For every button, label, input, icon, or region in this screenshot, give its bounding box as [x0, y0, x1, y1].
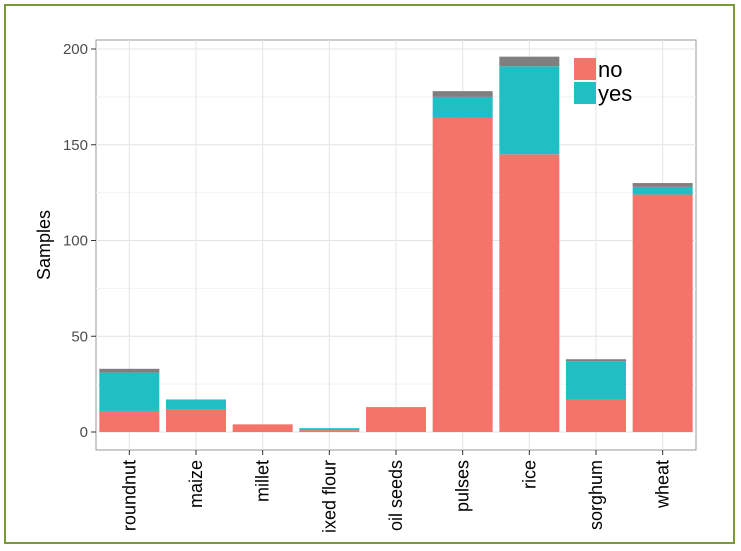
legend-key-no — [574, 58, 596, 80]
bar-millet-no — [232, 424, 293, 432]
x-axis: roundnut maize millet ixed flour oil seeds pu… — [119, 450, 673, 533]
bar-roundnut-yes — [99, 372, 160, 411]
bar-rice-no — [499, 154, 560, 432]
bar-roundnut-other — [99, 368, 160, 373]
bar-pulses-yes — [432, 96, 493, 118]
x-tick-label-8: wheat — [653, 460, 673, 509]
bar-ixed-flour-no — [299, 430, 360, 432]
bar-ixed-flour-yes — [299, 428, 360, 431]
x-tick-label-5: pulses — [453, 460, 473, 512]
bar-sorghum-yes — [566, 361, 626, 400]
bar-wheat-yes — [632, 186, 693, 195]
bar-rice-other — [499, 56, 560, 67]
legend-label-yes: yes — [598, 81, 632, 106]
x-tick-label-2: millet — [253, 460, 273, 502]
x-tick-label-7: sorghum — [586, 460, 606, 530]
x-tick-label-6: rice — [519, 460, 539, 489]
bar-wheat-no — [632, 194, 693, 432]
bar-oil-seeds-no — [366, 407, 426, 432]
legend-label-no: no — [598, 57, 622, 82]
x-tick-label-1: maize — [186, 460, 206, 508]
bar-sorghum-other — [566, 359, 626, 362]
y-tick-label-0: 0 — [80, 424, 88, 441]
bar-rice-yes — [499, 66, 560, 155]
bar-roundnut-no — [99, 410, 160, 432]
bar-chart: 0 50 100 150 200 roundnut maize millet ixed flo… — [34, 39, 697, 533]
y-tick-label-4: 200 — [63, 41, 88, 58]
y-axis: 0 50 100 150 200 — [63, 41, 96, 441]
x-tick-label-3: ixed flour — [319, 460, 339, 533]
bars — [99, 56, 693, 432]
legend-key-yes — [574, 82, 596, 104]
bar-maize-yes — [166, 399, 226, 410]
x-tick-label-0: roundnut — [119, 460, 139, 531]
bar-pulses-other — [432, 91, 493, 97]
bar-pulses-no — [432, 117, 493, 432]
y-tick-label-1: 50 — [71, 328, 88, 345]
bar-sorghum-no — [566, 399, 626, 432]
figure-frame: 0 50 100 150 200 roundnut maize millet ixed flo… — [4, 4, 735, 544]
bar-maize-no — [166, 409, 226, 432]
bar-wheat-other — [632, 183, 693, 187]
y-tick-label-3: 150 — [63, 137, 88, 154]
y-axis-label: Samples — [34, 210, 54, 280]
y-tick-label-2: 100 — [63, 233, 88, 250]
x-tick-label-4: oil seeds — [386, 460, 406, 531]
